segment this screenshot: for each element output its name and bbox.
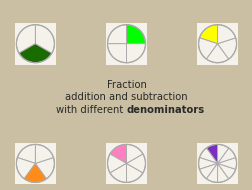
Wedge shape <box>16 25 35 53</box>
Text: addition and subtraction: addition and subtraction <box>65 93 187 102</box>
Wedge shape <box>107 25 126 44</box>
Wedge shape <box>217 158 236 169</box>
FancyBboxPatch shape <box>104 22 148 66</box>
Wedge shape <box>206 44 228 63</box>
Wedge shape <box>217 148 235 163</box>
Wedge shape <box>35 144 53 163</box>
Wedge shape <box>110 144 126 163</box>
Wedge shape <box>110 163 126 182</box>
Wedge shape <box>217 25 235 44</box>
Wedge shape <box>16 158 35 179</box>
Wedge shape <box>199 148 217 163</box>
Wedge shape <box>206 163 217 182</box>
Wedge shape <box>206 144 217 163</box>
FancyBboxPatch shape <box>14 142 57 185</box>
Wedge shape <box>198 38 217 59</box>
Wedge shape <box>107 154 126 173</box>
Wedge shape <box>107 44 126 63</box>
Wedge shape <box>199 25 217 44</box>
FancyBboxPatch shape <box>195 142 238 185</box>
Wedge shape <box>17 144 35 163</box>
Wedge shape <box>126 44 145 63</box>
Wedge shape <box>126 163 142 182</box>
FancyBboxPatch shape <box>104 142 148 185</box>
Wedge shape <box>35 158 54 179</box>
Wedge shape <box>24 163 46 182</box>
Wedge shape <box>126 154 145 173</box>
Text: Fraction: Fraction <box>106 80 146 89</box>
Text: with different: with different <box>56 105 126 115</box>
Wedge shape <box>217 144 228 163</box>
Wedge shape <box>19 44 52 63</box>
Wedge shape <box>198 158 217 169</box>
Wedge shape <box>126 25 145 44</box>
Wedge shape <box>217 163 235 179</box>
Wedge shape <box>199 163 217 179</box>
FancyBboxPatch shape <box>195 22 238 66</box>
Text: denominators: denominators <box>126 105 204 115</box>
Wedge shape <box>217 163 228 182</box>
FancyBboxPatch shape <box>14 22 57 66</box>
Wedge shape <box>217 38 236 59</box>
Wedge shape <box>35 25 54 53</box>
Wedge shape <box>126 144 142 163</box>
